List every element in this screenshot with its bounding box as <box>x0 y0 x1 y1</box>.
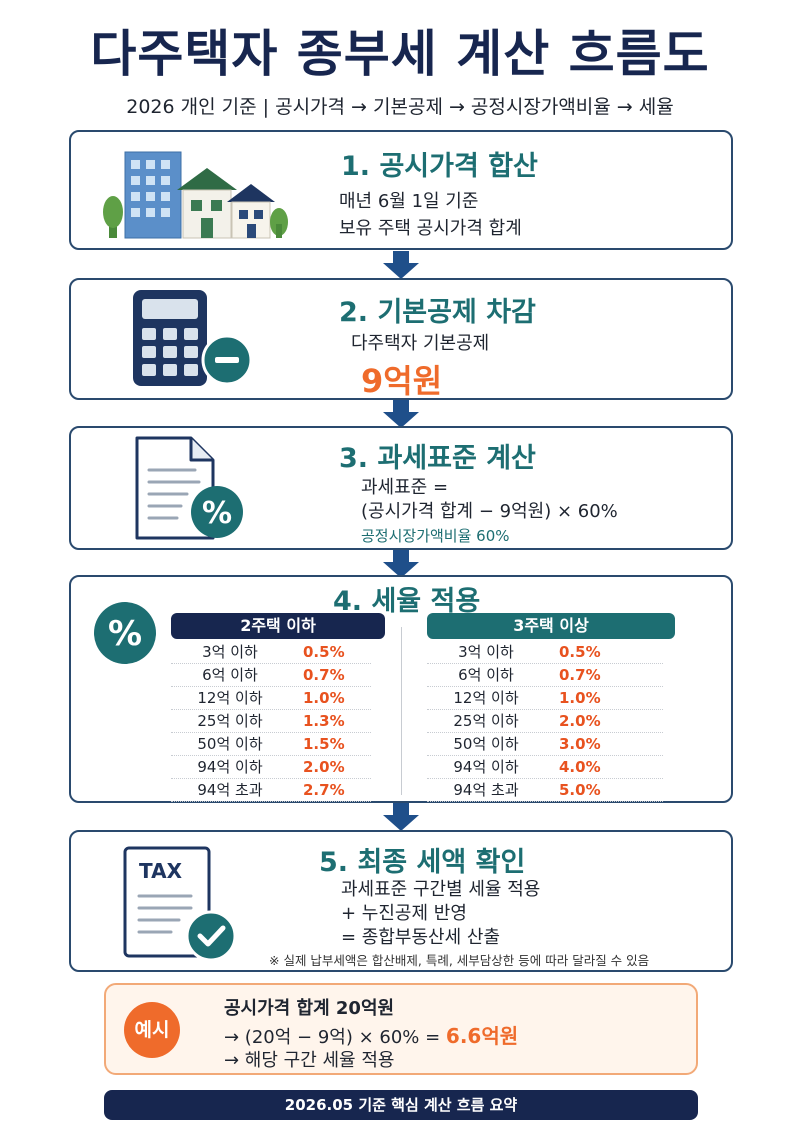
rate-cell: 0.7% <box>559 666 601 684</box>
bracket-cell: 94억 초과 <box>197 781 263 799</box>
rate-row: 3억 이하 0.5% <box>427 641 663 664</box>
buildings-houses-icon <box>103 151 288 239</box>
tax-icon-label: TAX <box>139 859 183 883</box>
step-3-card: % 3. 과세표준 계산 과세표준 = (공시가격 합계 − 9억원) × 60… <box>69 426 733 550</box>
table-header-3-homes: 3주택 이상 <box>427 613 675 639</box>
example-result: 6.6억원 <box>445 1024 519 1048</box>
bracket-cell: 6억 이하 <box>458 666 514 684</box>
rate-cell: 4.0% <box>559 758 601 776</box>
bracket-cell: 94억 이하 <box>197 758 263 776</box>
flow-arrow-icon <box>383 550 419 578</box>
svg-text:%: % <box>108 614 142 654</box>
rate-table-2-homes: 3억 이하 0.5% 6억 이하 0.7% 12억 이하 1.0% 25억 이하 1.3% 50… <box>171 641 371 802</box>
rate-row: 25억 이하 1.3% <box>171 710 371 733</box>
example-badge: 예시 <box>124 1002 180 1058</box>
bracket-cell: 12억 이하 <box>197 689 263 707</box>
example-formula: → (20억 − 9억) × 60% = <box>224 1027 446 1048</box>
page-title: 다주택자 종부세 계산 흐름도 <box>90 25 710 83</box>
bracket-cell: 50억 이하 <box>197 735 263 753</box>
rate-cell: 1.0% <box>559 689 601 707</box>
rate-cell: 2.0% <box>559 712 601 730</box>
step-3-title: 3. 과세표준 계산 <box>339 443 536 474</box>
step-2-title: 2. 기본공제 차감 <box>339 297 536 328</box>
step-5-line-3: = 종합부동산세 산출 <box>341 927 501 948</box>
rate-row: 50억 이하 3.0% <box>427 733 663 756</box>
rate-cell: 1.3% <box>303 712 345 730</box>
step-2-card: 2. 기본공제 차감 다주택자 기본공제 9억원 <box>69 278 733 400</box>
rate-cell: 0.5% <box>559 643 601 661</box>
example-line-2: → (20억 − 9억) × 60% = 6.6억원 <box>224 1020 518 1049</box>
rate-cell: 0.5% <box>303 643 345 661</box>
bracket-cell: 12억 이하 <box>453 689 519 707</box>
flow-arrow-icon <box>383 251 419 279</box>
rate-cell: 2.0% <box>303 758 345 776</box>
example-line-3: → 해당 구간 세율 적용 <box>224 1050 395 1071</box>
rate-row: 94억 이하 4.0% <box>427 756 663 779</box>
rate-row: 6억 이하 0.7% <box>171 664 371 687</box>
fair-market-ratio-note: 공정시장가액비율 60% <box>361 527 510 545</box>
rate-row: 50억 이하 1.5% <box>171 733 371 756</box>
tax-document-check-icon: TAX <box>123 846 237 962</box>
rate-table-3-homes: 3억 이하 0.5% 6억 이하 0.7% 12억 이하 1.0% 25억 이하 2.0% 50… <box>427 641 663 802</box>
step-1-line-1: 매년 6월 1일 기준 <box>339 191 479 212</box>
step-2-line: 다주택자 기본공제 <box>351 333 490 354</box>
rate-cell: 2.7% <box>303 781 345 799</box>
step-5-card: TAX 5. 최종 세액 확인 과세표준 구간별 세율 적용 + 누진공제 반영… <box>69 830 733 972</box>
step-3-line-2: (공시가격 합계 − 9억원) × 60% <box>361 501 618 522</box>
step-5-title: 5. 최종 세액 확인 <box>319 847 526 878</box>
step-5-line-2: + 누진공제 반영 <box>341 903 467 924</box>
rate-row: 12억 이하 1.0% <box>427 687 663 710</box>
calculator-minus-icon <box>133 290 253 386</box>
bracket-cell: 6억 이하 <box>202 666 258 684</box>
percent-icon: % <box>94 602 156 664</box>
flow-arrow-icon <box>383 400 419 428</box>
rate-row: 94억 초과 5.0% <box>427 779 663 802</box>
step-1-card: 1. 공시가격 합산 매년 6월 1일 기준 보유 주택 공시가격 합계 <box>69 130 733 250</box>
example-line-1: 공시가격 합계 20억원 <box>224 998 395 1019</box>
flow-arrow-icon <box>383 803 419 831</box>
step-4-title: 4. 세율 적용 <box>333 586 481 617</box>
page-subtitle: 2026 개인 기준 | 공시가격 → 기본공제 → 공정시장가액비율 → 세율 <box>126 96 674 118</box>
footer-banner: 2026.05 기준 핵심 계산 흐름 요약 <box>104 1090 698 1120</box>
rate-cell: 1.5% <box>303 735 345 753</box>
rate-cell: 5.0% <box>559 781 601 799</box>
bracket-cell: 94억 초과 <box>453 781 519 799</box>
rate-row: 94억 이하 2.0% <box>171 756 371 779</box>
bracket-cell: 94억 이하 <box>453 758 519 776</box>
deduction-amount: 9억원 <box>361 362 443 400</box>
bracket-cell: 3억 이하 <box>458 643 514 661</box>
step-1-line-2: 보유 주택 공시가격 합계 <box>339 218 522 239</box>
table-header-2-homes: 2주택 이하 <box>171 613 385 639</box>
document-percent-icon: % <box>135 436 243 540</box>
rate-row: 12억 이하 1.0% <box>171 687 371 710</box>
step-5-line-1: 과세표준 구간별 세율 적용 <box>341 879 541 900</box>
rate-cell: 3.0% <box>559 735 601 753</box>
bracket-cell: 50억 이하 <box>453 735 519 753</box>
table-divider <box>401 627 402 795</box>
rate-row: 6억 이하 0.7% <box>427 664 663 687</box>
step-4-card: % 4. 세율 적용 2주택 이하 3억 이하 0.5% 6억 이하 0.7% 12억 … <box>69 575 733 803</box>
bracket-cell: 25억 이하 <box>197 712 263 730</box>
step-3-line-1: 과세표준 = <box>361 477 449 498</box>
rate-cell: 1.0% <box>303 689 345 707</box>
svg-text:%: % <box>202 496 232 531</box>
disclaimer-note: ※ 실제 납부세액은 합산배제, 특례, 세부담상한 등에 따라 달라질 수 있… <box>269 953 650 968</box>
rate-row: 25억 이하 2.0% <box>427 710 663 733</box>
rate-cell: 0.7% <box>303 666 345 684</box>
rate-row: 3억 이하 0.5% <box>171 641 371 664</box>
example-box: 예시 공시가격 합계 20억원 → (20억 − 9억) × 60% = 6.6… <box>104 983 698 1075</box>
step-1-title: 1. 공시가격 합산 <box>341 151 538 182</box>
bracket-cell: 3억 이하 <box>202 643 258 661</box>
rate-row: 94억 초과 2.7% <box>171 779 371 802</box>
bracket-cell: 25억 이하 <box>453 712 519 730</box>
